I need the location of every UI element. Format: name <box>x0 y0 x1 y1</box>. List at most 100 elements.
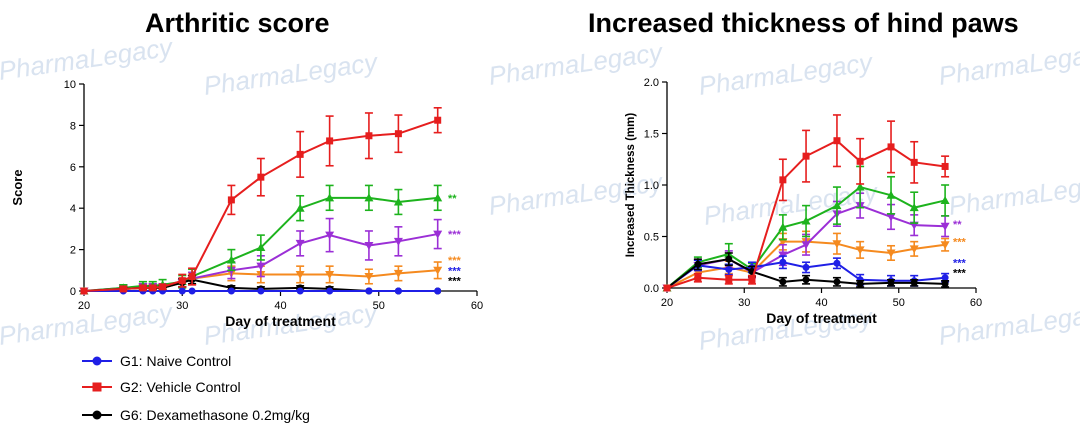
legend-item-g6: G6: Dexamethasone 0.2mg/kg <box>80 402 310 428</box>
data-point <box>295 270 305 279</box>
data-point <box>119 285 127 293</box>
y-tick-label: 0.5 <box>644 232 659 244</box>
x-tick-label: 60 <box>471 300 483 312</box>
y-tick-label: 10 <box>64 79 76 91</box>
watermark-text: PharmaLegacy <box>702 177 881 231</box>
watermark-text: PharmaLegacy <box>487 37 666 91</box>
series-g1 <box>663 255 950 292</box>
y-axis-label: Increased Thickness (mm) <box>625 113 637 258</box>
data-point <box>433 230 443 239</box>
significance-label: ** <box>953 219 962 231</box>
data-point <box>833 259 841 267</box>
data-point <box>296 150 304 158</box>
data-point <box>694 260 702 268</box>
data-point <box>296 287 304 295</box>
data-point <box>80 287 88 295</box>
significance-label: *** <box>953 237 967 249</box>
legend-item-g2: G2: Vehicle Control <box>80 374 310 400</box>
data-point <box>940 241 950 250</box>
chart-1: 20 30 40 50 60 0 2 4 6 8 10 Day of treatment Score **… <box>10 79 483 329</box>
data-point <box>941 274 949 282</box>
data-point <box>802 152 810 160</box>
significance-label: *** <box>448 255 462 267</box>
x-tick-label: 50 <box>373 300 385 312</box>
data-point <box>433 266 443 275</box>
data-point <box>910 158 918 166</box>
series-g6 <box>663 252 950 292</box>
data-point <box>365 132 373 140</box>
legend-symbol <box>92 382 102 392</box>
significance-label: *** <box>953 268 967 280</box>
data-point <box>394 287 402 295</box>
significance-label: *** <box>448 265 462 277</box>
data-point <box>856 280 864 288</box>
significance-label: *** <box>448 229 462 241</box>
data-point <box>725 255 733 263</box>
data-point <box>940 222 950 231</box>
data-point <box>364 193 374 202</box>
data-point <box>295 203 305 212</box>
data-point <box>434 116 442 124</box>
data-point <box>256 262 266 271</box>
series-g2 <box>663 114 950 292</box>
watermark-text: PharmaLegacy <box>487 167 666 221</box>
data-point <box>663 284 671 292</box>
data-point <box>226 255 236 264</box>
significance-label: ** <box>448 193 457 205</box>
data-point <box>434 287 442 295</box>
legend-marker-circle-black <box>82 410 112 420</box>
x-tick-label: 40 <box>815 297 827 309</box>
x-axis-label: Day of treatment <box>225 313 336 329</box>
legend-symbol <box>92 410 102 420</box>
legend-item-g1: G1: Naive Control <box>80 348 310 374</box>
data-point <box>941 280 949 288</box>
data-point <box>159 283 167 291</box>
data-point <box>178 287 186 295</box>
watermark-text: PharmaLegacy <box>937 37 1080 91</box>
data-point <box>325 270 335 279</box>
data-point <box>188 273 196 281</box>
data-point <box>393 237 403 246</box>
data-point <box>326 287 334 295</box>
x-tick-label: 30 <box>738 297 750 309</box>
data-point <box>748 276 756 284</box>
data-point <box>394 130 402 138</box>
data-point <box>910 279 918 287</box>
data-point <box>694 274 702 282</box>
data-point <box>325 231 335 240</box>
y-tick-label: 4 <box>70 203 76 215</box>
data-point <box>725 265 733 273</box>
data-point <box>855 182 865 191</box>
legend-label: G2: Vehicle Control <box>120 379 241 395</box>
y-tick-label: 6 <box>70 162 76 174</box>
x-tick-label: 60 <box>970 297 982 309</box>
data-point <box>257 287 265 295</box>
watermark-text: PharmaLegacy <box>947 167 1080 221</box>
y-tick-label: 0.0 <box>644 283 659 295</box>
y-tick-label: 8 <box>70 120 76 132</box>
data-point <box>178 277 186 285</box>
y-tick-label: 1.5 <box>644 129 659 141</box>
data-point <box>909 245 919 254</box>
data-point <box>855 246 865 255</box>
series-g2 <box>80 107 442 295</box>
data-point <box>887 143 895 151</box>
data-point <box>725 276 733 284</box>
watermark-text: PharmaLegacy <box>202 47 381 101</box>
data-point <box>886 213 896 222</box>
y-tick-label: 2.0 <box>644 77 659 89</box>
data-point <box>227 196 235 204</box>
y-tick-label: 1.0 <box>644 180 659 192</box>
legend: G1: Naive Control G2: Vehicle Control G6… <box>80 348 310 428</box>
data-point <box>433 193 443 202</box>
legend-label: G6: Dexamethasone 0.2mg/kg <box>120 407 310 423</box>
data-point <box>256 243 266 252</box>
data-point <box>325 193 335 202</box>
x-tick-label: 30 <box>176 300 188 312</box>
data-point <box>326 137 334 145</box>
data-point <box>941 162 949 170</box>
watermark-text: PharmaLegacy <box>0 32 176 86</box>
data-point <box>149 284 157 292</box>
data-point <box>909 203 919 212</box>
